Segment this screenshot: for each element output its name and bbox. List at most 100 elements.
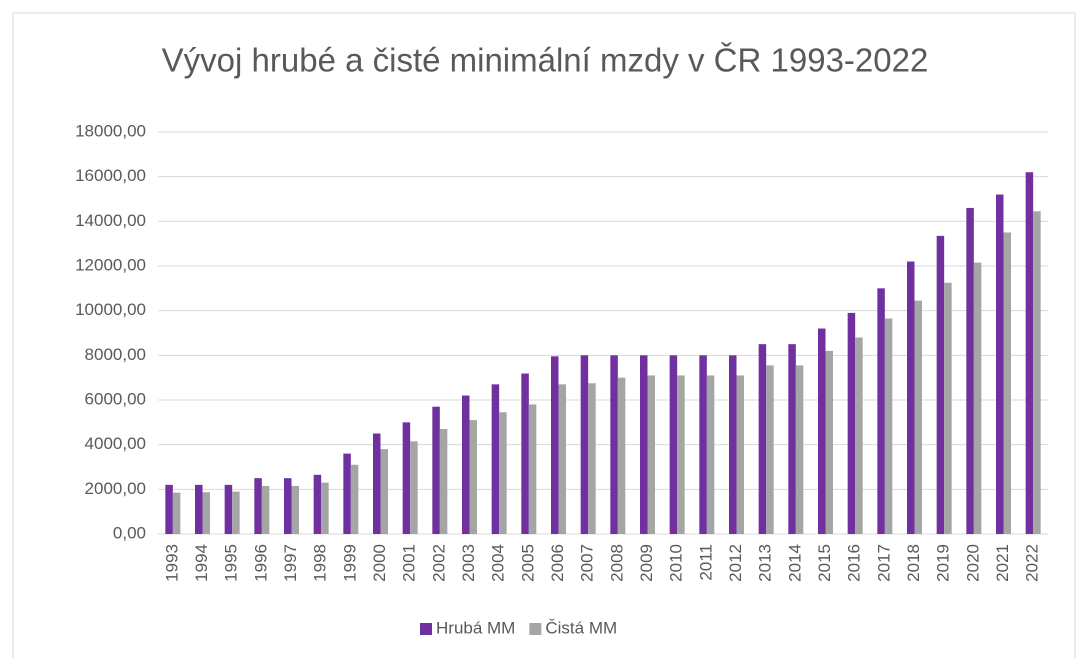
x-tick-label: 2018 [904, 544, 923, 582]
x-tick-label: 2006 [548, 544, 567, 582]
x-tick-label: 2020 [963, 544, 982, 582]
y-tick-label: 8000,00 [85, 345, 146, 364]
bar [224, 484, 233, 534]
chart-title: Vývoj hrubé a čisté minimální mzdy v ČR … [162, 42, 929, 79]
x-tick-label: 2014 [785, 544, 804, 582]
bar [343, 453, 351, 534]
x-tick-label: 2002 [429, 544, 448, 582]
bar [699, 355, 707, 534]
x-tick-label: 2003 [459, 544, 478, 582]
bar [706, 375, 715, 534]
legend-label: Hrubá MM [436, 618, 515, 637]
bar [640, 355, 648, 534]
bar [884, 318, 893, 534]
x-tick-label: 1993 [162, 544, 181, 582]
x-tick-label: 2001 [400, 544, 419, 582]
bar [432, 406, 440, 534]
bar [321, 482, 329, 534]
bar [610, 355, 618, 534]
bar [521, 373, 529, 534]
bar [766, 365, 774, 534]
x-tick-label: 2012 [726, 544, 745, 582]
bar [736, 375, 744, 534]
bar [261, 485, 270, 534]
bar [439, 429, 448, 534]
bar [588, 383, 596, 534]
x-tick-label: 1997 [281, 544, 300, 582]
x-tick-label: 2007 [578, 544, 597, 582]
legend-swatch [529, 623, 542, 635]
bar [1025, 172, 1034, 534]
x-tick-label: 2008 [607, 544, 626, 582]
y-tick-label: 16000,00 [75, 166, 146, 185]
bar [617, 377, 626, 534]
bar [1033, 211, 1041, 535]
bar [491, 384, 500, 534]
x-tick-label: 2000 [370, 544, 389, 582]
bar [677, 375, 685, 534]
x-tick-label: 2019 [934, 544, 953, 582]
bar [818, 328, 826, 534]
x-tick-label: 2011 [696, 544, 715, 581]
bar [825, 350, 833, 534]
bar [195, 484, 203, 534]
bar [402, 422, 411, 534]
bar [165, 484, 173, 534]
bar [669, 355, 678, 534]
bar [469, 420, 477, 534]
bar [254, 478, 262, 534]
x-tick-label: 1994 [192, 544, 211, 582]
y-tick-label: 18000,00 [75, 121, 146, 140]
y-tick-label: 4000,00 [85, 434, 146, 453]
bar [202, 492, 210, 534]
x-tick-label: 2016 [845, 544, 864, 582]
bar [528, 404, 537, 534]
y-tick-label: 0,00 [113, 523, 146, 542]
bar [284, 478, 292, 534]
x-tick-label: 2004 [489, 544, 508, 582]
y-tick-label: 2000,00 [85, 479, 146, 498]
bar [855, 337, 863, 534]
bar [729, 355, 737, 534]
bar [462, 395, 470, 534]
bar [172, 492, 181, 534]
bar [350, 464, 359, 534]
legend-label: Čistá MM [545, 618, 617, 637]
bar [914, 300, 922, 534]
chart-border [12, 12, 1076, 658]
bar [877, 288, 885, 534]
x-tick-label: 2010 [667, 544, 686, 582]
legend-swatch [420, 623, 432, 635]
bar [996, 194, 1004, 535]
bar [551, 356, 559, 534]
bar [410, 441, 418, 534]
bar [580, 355, 589, 534]
bar [380, 449, 388, 534]
y-tick-label: 12000,00 [75, 255, 146, 274]
y-tick-label: 14000,00 [75, 211, 146, 230]
bar [647, 375, 655, 534]
x-tick-label: 1996 [251, 544, 270, 582]
bar [847, 312, 856, 534]
bar [373, 433, 381, 534]
y-tick-label: 6000,00 [85, 389, 146, 408]
bar [291, 485, 299, 534]
x-tick-label: 2021 [993, 544, 1012, 582]
x-tick-label: 2005 [518, 544, 537, 582]
bar [313, 474, 322, 534]
x-tick-label: 2022 [1023, 544, 1042, 582]
bar [788, 344, 796, 534]
bar [558, 384, 566, 534]
bar [944, 282, 952, 534]
bar [936, 235, 945, 534]
x-tick-label: 2017 [874, 544, 893, 582]
x-tick-label: 2013 [756, 544, 775, 582]
bar [1003, 232, 1011, 534]
x-tick-label: 2009 [637, 544, 656, 582]
y-tick-label: 10000,00 [75, 300, 146, 319]
bar [232, 491, 240, 534]
x-tick-label: 1999 [340, 544, 359, 582]
bar [795, 365, 804, 534]
bar [907, 261, 915, 534]
